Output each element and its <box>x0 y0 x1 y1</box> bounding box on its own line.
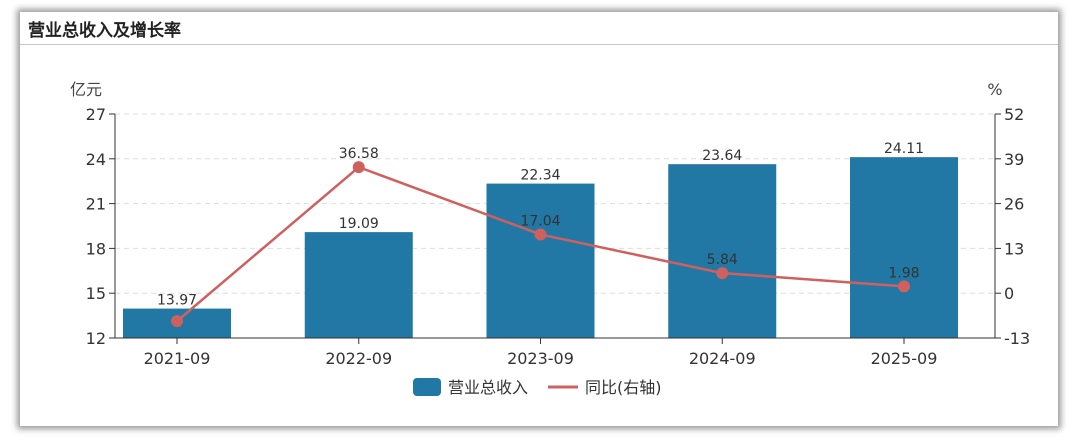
bar-value-label: 22.34 <box>520 168 560 184</box>
legend-bar-swatch <box>413 378 441 396</box>
right-tick-label: 39 <box>1004 150 1024 169</box>
bar <box>850 157 958 338</box>
legend-bar-label: 营业总收入 <box>448 378 528 397</box>
right-tick-label: -13 <box>1004 329 1030 348</box>
growth-point <box>352 161 365 174</box>
growth-point <box>898 280 910 293</box>
left-tick-label: 27 <box>86 105 106 124</box>
right-tick-label: 52 <box>1004 105 1024 124</box>
left-tick-label: 12 <box>86 329 106 348</box>
growth-point <box>534 228 547 241</box>
right-tick-label: 26 <box>1004 195 1024 214</box>
x-tick-label: 2021-09 <box>144 349 211 368</box>
growth-point <box>716 267 729 280</box>
growth-point <box>171 315 183 328</box>
right-axis-unit: % <box>987 80 1002 99</box>
bar-value-label: 23.64 <box>702 148 742 164</box>
left-tick-label: 15 <box>86 284 106 303</box>
x-tick-label: 2023-09 <box>507 349 574 368</box>
bar <box>304 232 413 338</box>
title-divider <box>20 44 1058 45</box>
x-tick-label: 2024-09 <box>689 349 756 368</box>
right-tick-label: 0 <box>1004 284 1014 303</box>
bar <box>486 183 595 338</box>
growth-value-label: 5.84 <box>707 252 738 268</box>
bar-value-label: 13.97 <box>157 293 197 309</box>
left-tick-label: 21 <box>86 195 106 214</box>
x-tick-label: 2022-09 <box>325 349 392 368</box>
bar <box>668 164 777 338</box>
right-tick-label: 13 <box>1004 239 1024 258</box>
bar-value-label: 24.11 <box>884 141 924 157</box>
growth-value-label: 36.58 <box>339 146 379 162</box>
growth-value-label: 1.98 <box>888 265 919 281</box>
left-tick-label: 24 <box>86 150 106 169</box>
x-tick-label: 2025-09 <box>871 349 938 368</box>
left-tick-label: 18 <box>86 239 106 258</box>
chart-title: 营业总收入及增长率 <box>28 21 181 41</box>
left-axis-unit: 亿元 <box>70 80 102 99</box>
legend-line-label: 同比(右轴) <box>585 378 662 397</box>
bar-value-label: 19.09 <box>339 216 379 232</box>
growth-value-label: 17.04 <box>520 213 560 229</box>
